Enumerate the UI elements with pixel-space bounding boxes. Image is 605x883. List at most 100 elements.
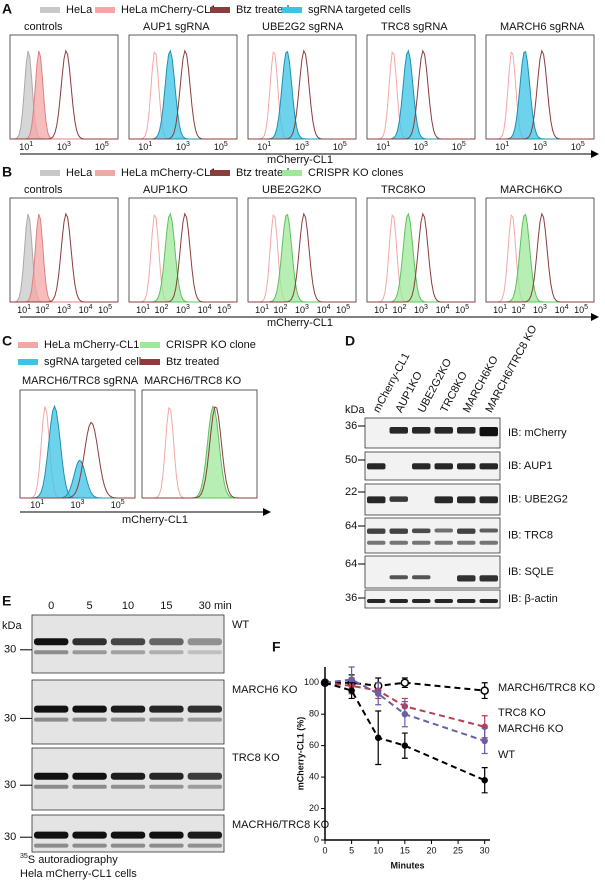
x-tick-label-base: 10 xyxy=(374,305,384,315)
marker-label: 36 xyxy=(345,592,357,604)
blot-band xyxy=(187,843,222,848)
blot-band xyxy=(110,705,146,713)
panel-letter: C xyxy=(2,333,12,349)
y-axis-label: mCherry-CL1 (%) xyxy=(295,717,305,791)
x-tick-label-sup: 1 xyxy=(384,304,388,311)
data-point xyxy=(321,679,329,686)
unit-label: kDa xyxy=(2,620,22,632)
blot-label: MARCH6 KO xyxy=(232,684,298,696)
histogram-frame xyxy=(141,389,258,499)
x-tick-label: 103 xyxy=(57,304,71,316)
blot-label: IB: AUP1 xyxy=(508,460,553,472)
x-tick-label-sup: 2 xyxy=(402,304,406,311)
histogram-curve xyxy=(248,212,356,303)
legend-swatch xyxy=(282,170,302,176)
x-tick-label-sup: 3 xyxy=(424,304,428,311)
x-tick-label-sup: 4 xyxy=(565,304,569,311)
histogram-curve xyxy=(142,405,257,499)
x-tick-label: 10 xyxy=(373,845,383,855)
x-tick-label-base: 10 xyxy=(495,142,505,152)
x-tick-label-base: 10 xyxy=(533,305,543,315)
blot-band xyxy=(110,717,146,722)
legend-swatch xyxy=(18,359,38,365)
histogram-frame xyxy=(485,197,595,303)
histogram-curve xyxy=(248,214,356,303)
blot-band xyxy=(149,843,184,848)
blot-label: IB: UBE2G2 xyxy=(508,493,568,505)
blot-band xyxy=(457,528,476,534)
x-tick-label-sup: 5 xyxy=(462,141,466,148)
histogram-curve xyxy=(486,213,594,303)
x-tick-label: 103 xyxy=(414,141,428,153)
histogram-frame xyxy=(366,34,476,140)
histogram-curve xyxy=(367,49,475,140)
x-tick-label-base: 10 xyxy=(111,500,121,510)
marker-label: 30 xyxy=(4,712,16,724)
x-tick-label: 105 xyxy=(98,304,112,316)
x-tick-label: 102 xyxy=(392,304,406,316)
x-tick-label-sup: 3 xyxy=(543,304,547,311)
x-tick-label: 0 xyxy=(322,845,327,855)
x-tick-label: 105 xyxy=(455,304,469,316)
x-tick-label: 101 xyxy=(374,304,388,316)
x-tick-label-sup: 3 xyxy=(305,141,309,148)
marker-label: 30 xyxy=(4,779,16,791)
blot-label: WT xyxy=(232,619,249,631)
blot-band xyxy=(367,540,386,545)
blot xyxy=(364,483,501,516)
legend-swatch xyxy=(210,7,230,13)
x-tick-label: 103 xyxy=(533,141,547,153)
blot-band xyxy=(367,599,386,603)
blot-band xyxy=(412,575,431,580)
blot-band xyxy=(34,717,69,722)
blot-band xyxy=(389,599,408,603)
x-tick-label-base: 10 xyxy=(30,500,40,510)
panel-letter: D xyxy=(345,333,355,349)
x-tick-label-sup: 1 xyxy=(27,304,31,311)
x-tick-label: 101 xyxy=(257,141,271,153)
time-label: 0 xyxy=(48,600,54,612)
data-point xyxy=(374,690,382,697)
x-tick-label-sup: 1 xyxy=(29,141,33,148)
blot-band xyxy=(72,843,107,848)
x-tick-label-sup: 1 xyxy=(503,304,507,311)
x-tick-label-base: 10 xyxy=(57,142,67,152)
legend-label: HeLa xyxy=(66,167,93,179)
legend-swatch xyxy=(140,359,160,365)
x-tick-label-sup: 3 xyxy=(67,304,71,311)
histogram-curve xyxy=(367,214,475,303)
blot-band xyxy=(412,463,431,470)
time-label: 10 xyxy=(122,600,134,612)
x-tick-label-base: 10 xyxy=(257,142,267,152)
blot-label: TRC8 KO xyxy=(232,752,280,764)
legend-swatch xyxy=(282,7,302,13)
x-tick-label: 30 xyxy=(480,845,490,855)
blot-band xyxy=(434,540,453,545)
blot-band xyxy=(389,427,408,434)
x-tick-label: 105 xyxy=(95,141,109,153)
x-tick-label-base: 10 xyxy=(136,305,146,315)
x-tick-label-sup: 5 xyxy=(227,304,231,311)
marker-label: 36 xyxy=(345,420,357,432)
x-tick-label-base: 10 xyxy=(17,305,27,315)
histogram-frame xyxy=(485,34,595,140)
axis-label: mCherry-CL1 xyxy=(267,317,333,329)
histogram-curve xyxy=(129,212,237,303)
x-tick-label-sup: 4 xyxy=(208,304,212,311)
x-tick-label-base: 10 xyxy=(19,142,29,152)
histogram-curve xyxy=(129,212,237,303)
x-tick-label-sup: 4 xyxy=(89,304,93,311)
x-tick-label: 103 xyxy=(57,141,71,153)
x-tick-label: 105 xyxy=(111,499,125,511)
blot-band xyxy=(457,463,476,470)
x-tick-label-sup: 5 xyxy=(465,304,469,311)
x-tick-label-base: 10 xyxy=(414,305,424,315)
x-tick-label-base: 10 xyxy=(176,305,186,315)
legend-swatch xyxy=(18,342,38,348)
y-tick-label: 100 xyxy=(304,677,319,687)
blot-band xyxy=(389,575,408,580)
x-tick-label-base: 10 xyxy=(574,305,584,315)
blot-band xyxy=(34,843,69,848)
x-tick-label-base: 10 xyxy=(176,142,186,152)
legend-label: HeLa mCherry-CL1 xyxy=(121,167,216,179)
